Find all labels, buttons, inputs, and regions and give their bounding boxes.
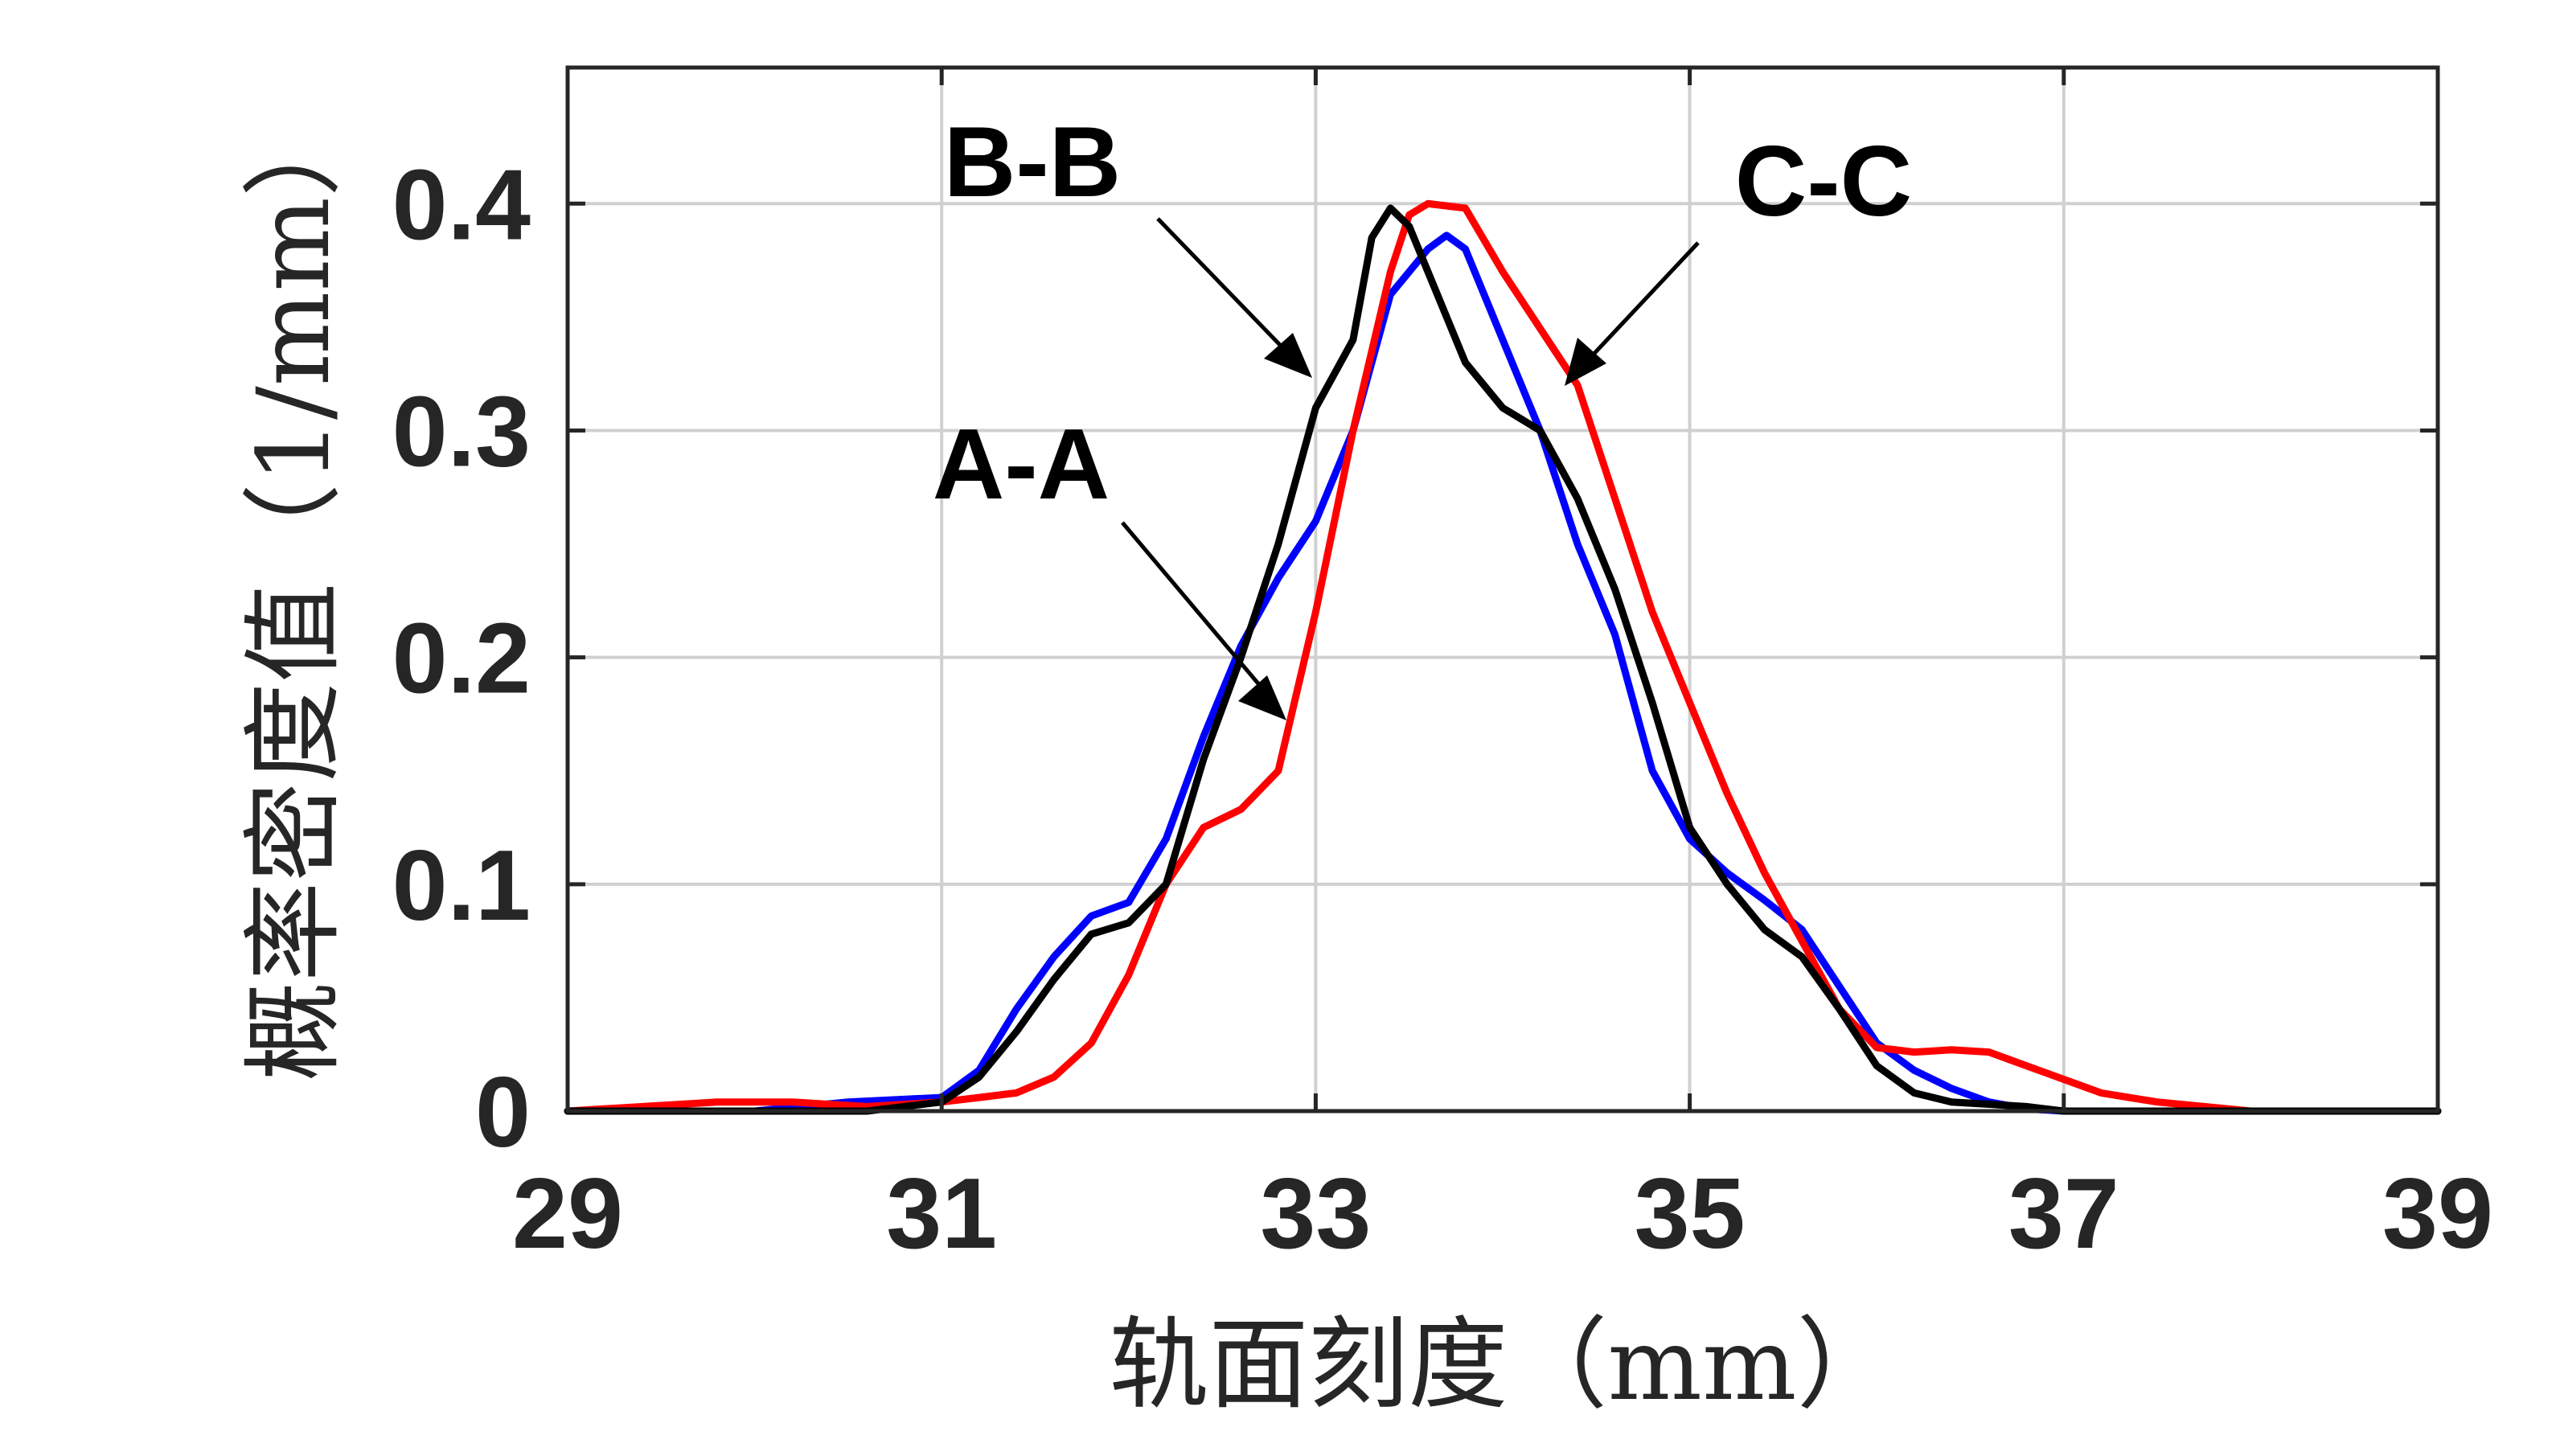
annotation-label-c-c: C-C: [1735, 126, 1912, 237]
annotation-arrowhead-a-a: [1238, 675, 1286, 720]
series-line-2: [564, 199, 2442, 1115]
axis-ticks: [565, 68, 2440, 1114]
y-axis-title: 概率密度值（1/mm）: [236, 97, 352, 1081]
y-tick-label: 0.1: [392, 831, 531, 941]
annotation-arrow-b-b: [1156, 217, 1304, 370]
x-axis-title: 轨面刻度（mm）: [1109, 1307, 1896, 1423]
y-tick-label: 0.3: [392, 376, 531, 487]
y-tick-label: 0.4: [392, 150, 531, 260]
y-tick-label: 0.2: [392, 604, 531, 715]
x-tick-label: 39: [2382, 1159, 2493, 1269]
annotations: B-B C-C A-A: [933, 107, 1912, 720]
annotation-arrow-c-c: [1574, 241, 1700, 375]
series-line-3: [564, 204, 2442, 1115]
x-tick-label: 37: [2008, 1159, 2119, 1269]
x-tick-label: 31: [886, 1159, 997, 1269]
annotation-arrow-a-a: [1121, 521, 1280, 709]
y-tick-labels: 0 0.1 0.2 0.3 0.4: [392, 150, 531, 1168]
x-tick-labels: 29 31 33 35 37 39: [512, 1159, 2493, 1269]
grid-lines: [568, 68, 2438, 1111]
annotation-label-b-b: B-B: [944, 107, 1121, 218]
annotation-arrowhead-b-b: [1264, 333, 1312, 378]
annotation-arrowhead-c-c: [1565, 338, 1606, 386]
plot-frame: [565, 65, 2440, 1114]
x-tick-label: 29: [512, 1159, 623, 1269]
y-tick-label: 0: [475, 1057, 531, 1168]
x-tick-label: 35: [1635, 1159, 1746, 1269]
plot-background: [568, 68, 2438, 1111]
annotation-label-a-a: A-A: [933, 409, 1110, 520]
series-line-1: [564, 232, 2442, 1115]
series-lines: [564, 199, 2442, 1115]
x-tick-label: 33: [1260, 1159, 1371, 1269]
